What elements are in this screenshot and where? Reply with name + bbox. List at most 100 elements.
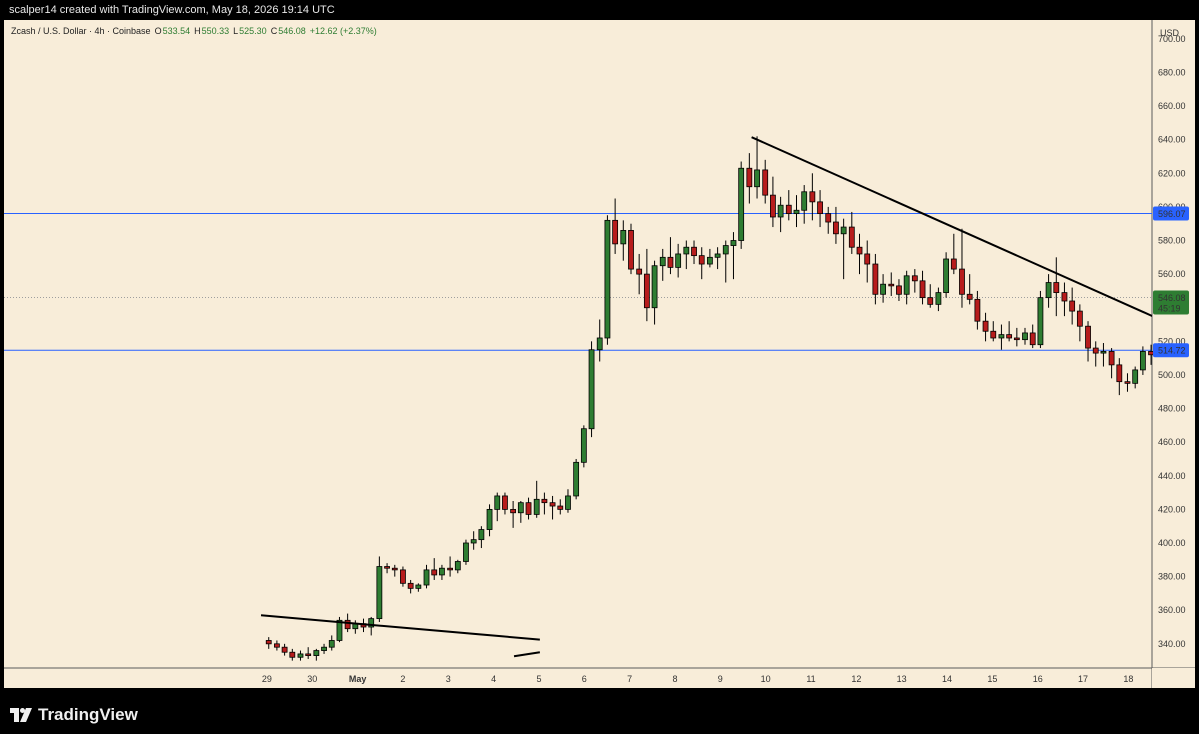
candle-body: [730, 240, 737, 246]
candle-body: [1069, 300, 1076, 312]
x-tick-label: 8: [672, 674, 677, 684]
candle: [1061, 282, 1068, 317]
trendline[interactable]: [751, 136, 1199, 393]
candle-body: [785, 204, 792, 215]
candle: [675, 243, 682, 278]
candle-body: [675, 253, 682, 268]
candle: [454, 559, 461, 574]
candle-body: [746, 167, 753, 188]
candle: [620, 220, 627, 261]
candle-body: [297, 653, 304, 658]
candle: [463, 539, 469, 565]
tradingview-logo[interactable]: TradingView: [10, 705, 138, 725]
candle-body: [407, 582, 414, 589]
candle-body: [1132, 369, 1139, 384]
candle: [698, 247, 705, 280]
candle-body: [557, 505, 564, 510]
y-tick-label: 380.00: [1158, 572, 1186, 582]
candle: [407, 579, 414, 594]
candle: [1006, 321, 1013, 342]
candle-body: [880, 283, 886, 295]
candle-body: [935, 292, 942, 305]
candle: [1139, 346, 1146, 375]
candle: [541, 492, 548, 515]
candle-body: [762, 169, 769, 196]
candle: [636, 253, 643, 295]
candle-body: [919, 280, 926, 299]
x-tick-label: 3: [446, 674, 451, 684]
candle: [1053, 257, 1060, 317]
candle-body: [1022, 332, 1028, 341]
ohlc-legend-part: L: [233, 26, 238, 36]
candle: [273, 640, 280, 651]
candle: [919, 270, 926, 305]
candle: [447, 556, 453, 577]
trendline[interactable]: [513, 651, 541, 658]
candle-body: [620, 230, 627, 245]
x-tick-label: 17: [1078, 674, 1088, 684]
candle: [297, 650, 304, 661]
trendline[interactable]: [260, 614, 540, 641]
candle: [336, 616, 343, 643]
candle-body: [1092, 347, 1099, 354]
y-tick-label: 360.00: [1158, 605, 1186, 615]
candle-body: [950, 258, 957, 270]
candle: [400, 566, 406, 587]
trendlines[interactable]: [260, 136, 1199, 658]
currency-label: USD: [1160, 28, 1180, 38]
candle: [376, 556, 383, 622]
candle-body: [990, 330, 997, 339]
candle-body: [888, 283, 895, 287]
candle: [1100, 343, 1107, 367]
x-tick-label: 29: [262, 674, 272, 684]
ohlc-legend-part: Zcash / U.S. Dollar · 4h · Coinbase: [11, 26, 151, 36]
candle-body: [722, 245, 729, 255]
candle-body: [959, 268, 965, 295]
x-tick-label: 12: [851, 674, 861, 684]
candle-body: [463, 542, 469, 562]
axis-corner: [1152, 668, 1195, 688]
candle: [439, 564, 445, 580]
horizontal-lines[interactable]: [4, 213, 1152, 351]
candle: [691, 240, 697, 265]
candle-body: [998, 334, 1005, 339]
candle-body: [667, 256, 674, 268]
candle: [1085, 321, 1091, 362]
candle: [990, 321, 997, 342]
hline-price-tag: [1153, 206, 1189, 221]
candle: [1124, 373, 1131, 392]
candle: [391, 564, 398, 577]
candle-body: [604, 219, 611, 339]
candle: [777, 196, 784, 233]
time-axis[interactable]: [4, 668, 1152, 688]
candle-body: [777, 204, 784, 218]
candle: [533, 480, 540, 518]
x-tick-label: 13: [897, 674, 907, 684]
ohlc-legend-part: +12.62 (+2.37%): [310, 26, 377, 36]
candle: [714, 247, 721, 270]
y-tick-label: 500.00: [1158, 370, 1186, 380]
candle: [848, 211, 855, 254]
candle: [888, 272, 895, 296]
plot-background[interactable]: [4, 20, 1152, 668]
candle-body: [368, 618, 375, 628]
candle: [478, 526, 485, 549]
candle-body: [754, 169, 760, 188]
x-tick-label: 16: [1033, 674, 1043, 684]
candle-body: [510, 508, 517, 514]
candle-body: [344, 619, 351, 630]
candle: [722, 240, 729, 283]
x-tick-label: 18: [1123, 674, 1133, 684]
candle: [762, 159, 769, 204]
candle: [557, 499, 564, 515]
candle-body: [833, 221, 839, 235]
candle-body: [1029, 332, 1036, 346]
candle: [1029, 324, 1036, 349]
x-tick-label: May: [349, 674, 367, 684]
candle: [517, 500, 524, 523]
candle-body: [1006, 334, 1013, 339]
candle-body: [525, 502, 532, 515]
ohlc-legend-part: 546.08: [278, 26, 306, 36]
x-tick-label: 14: [942, 674, 952, 684]
